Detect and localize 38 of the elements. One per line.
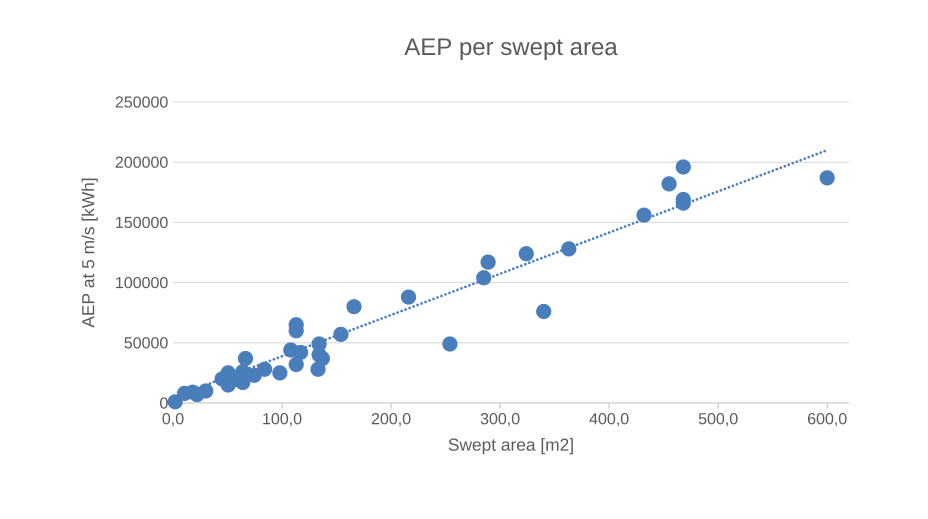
point <box>256 362 272 377</box>
point <box>246 368 262 383</box>
y-tick-label: 150000 <box>116 216 168 228</box>
point <box>636 208 652 223</box>
point <box>288 356 304 372</box>
x-tick-label: 100,0 <box>263 413 302 426</box>
point <box>238 350 254 366</box>
x-tick-label: 200,0 <box>372 413 410 426</box>
point <box>480 254 496 270</box>
x-tick-label: 500,0 <box>698 413 738 426</box>
point <box>661 176 677 192</box>
point <box>442 336 458 352</box>
point <box>198 383 214 399</box>
point <box>820 170 835 186</box>
y-tick-label: 50000 <box>124 337 168 348</box>
x-tick-label: 600,0 <box>808 413 847 426</box>
point <box>346 299 362 314</box>
point <box>400 289 416 305</box>
x-tick-label: 300,0 <box>480 413 520 426</box>
x-tick-label: 0,0 <box>162 413 184 426</box>
y-tick-label: 200000 <box>116 156 168 168</box>
point <box>476 270 492 286</box>
x-tick-label: 400,0 <box>589 413 629 426</box>
chart-title: AEP per swept area <box>404 38 618 60</box>
point <box>561 241 576 256</box>
point <box>333 326 349 342</box>
y-tick-label: 100000 <box>116 276 168 288</box>
y-tick-label: 0 <box>160 397 168 409</box>
point <box>314 350 330 366</box>
x-axis-title: Swept area [m2] <box>448 438 573 454</box>
point <box>292 344 308 360</box>
y-axis-title: AEP at 5 m/s [kWh] <box>82 178 98 328</box>
y-tick-label: 250000 <box>116 96 168 108</box>
point <box>518 246 534 262</box>
point <box>676 159 691 175</box>
point <box>272 365 288 381</box>
point <box>536 304 552 320</box>
point <box>168 394 183 410</box>
